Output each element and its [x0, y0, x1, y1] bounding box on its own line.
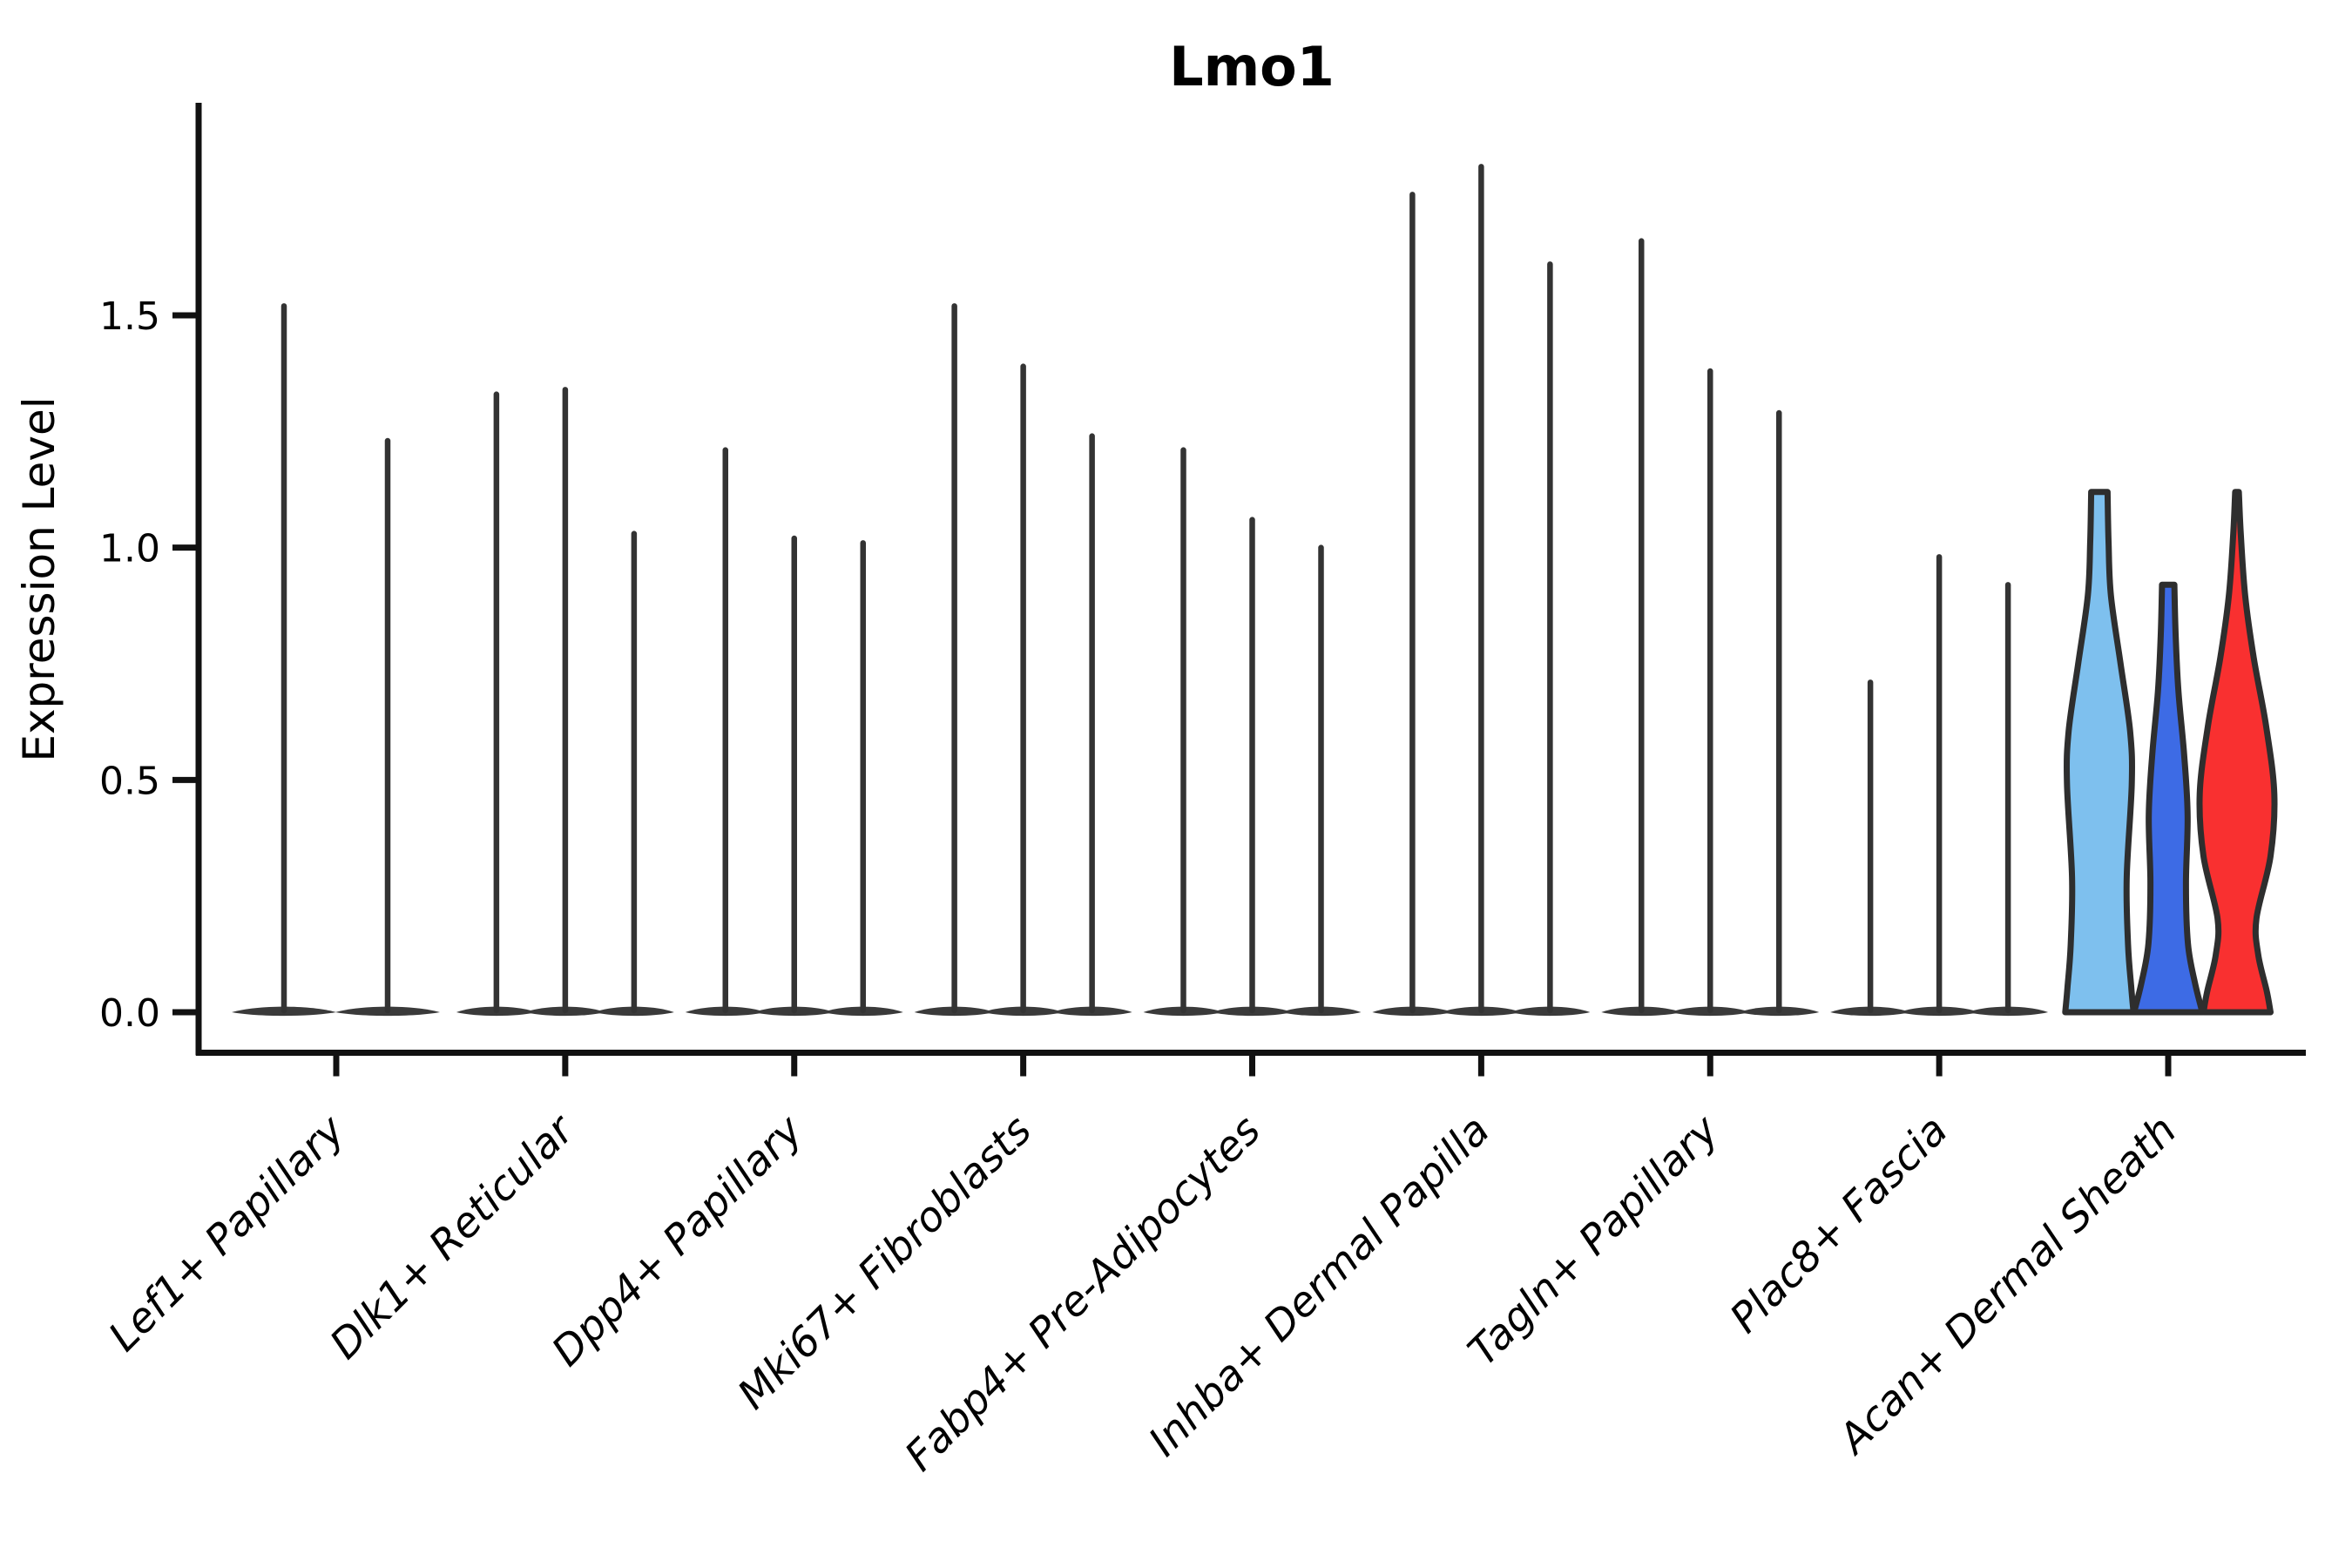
chart-title: Lmo1: [1169, 35, 1335, 98]
y-tick-label: 1.0: [99, 527, 160, 571]
y-tick-label: 1.5: [99, 294, 160, 339]
violin-filled: [2196, 489, 2278, 1016]
violin-filled: [2131, 581, 2206, 1016]
y-axis-label: Expression Level: [14, 396, 64, 761]
y-tick-label: 0.5: [99, 759, 160, 803]
x-tick-label: Lef1+ Papillary: [99, 1105, 355, 1361]
x-tick-label: Dpp4+ Papillary: [543, 1105, 813, 1375]
violin-filled: [2062, 489, 2137, 1016]
x-tick-label: Dlk1+ Reticular: [321, 1105, 585, 1369]
x-tick-label: Plac8+ Fascia: [1721, 1106, 1957, 1342]
x-tick-label: Tagln+ Papillary: [1459, 1105, 1729, 1375]
y-tick-label: 0.0: [99, 991, 160, 1036]
